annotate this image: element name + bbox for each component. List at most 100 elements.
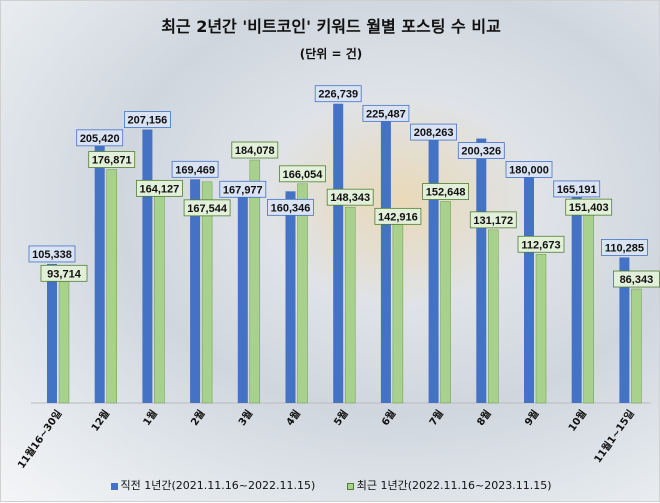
x-tick-label: 7월	[427, 408, 446, 428]
data-label: 152,648	[426, 187, 466, 199]
data-label: 112,673	[521, 239, 560, 251]
bar	[583, 202, 594, 404]
data-label-box	[40, 264, 88, 282]
bar	[142, 129, 153, 403]
x-tick-label: 11월1~15일	[591, 407, 637, 465]
data-label: 86,343	[620, 274, 654, 286]
data-label-box	[374, 207, 422, 225]
data-label-box	[565, 198, 613, 216]
data-label-box	[183, 199, 231, 217]
data-label: 176,871	[92, 155, 132, 167]
x-tick-label: 12월	[89, 408, 112, 434]
legend-swatch	[110, 482, 118, 490]
data-label-box	[219, 180, 267, 198]
bar	[333, 103, 344, 403]
data-label: 142,916	[378, 211, 418, 223]
bar	[392, 214, 404, 404]
x-tick-label: 6월	[379, 408, 398, 428]
data-label-box	[422, 183, 470, 200]
legend-item-prev: 직전 1년간(2021.11.16~2022.11.15)	[110, 479, 316, 492]
data-label: 148,343	[330, 192, 370, 204]
x-tick-label: 4월	[284, 408, 303, 428]
data-label-box	[613, 270, 660, 288]
data-label-box	[88, 151, 136, 168]
x-tick-label: 9월	[522, 408, 541, 428]
chart-title: 최근 2년간 '비트코인' 키워드 월별 포스팅 수 비교	[161, 17, 501, 36]
data-label: 166,054	[283, 169, 324, 181]
bar	[285, 191, 296, 403]
x-tick-label: 8월	[475, 408, 494, 428]
data-label: 200,326	[461, 146, 501, 158]
bar	[190, 179, 201, 403]
data-label: 205,420	[80, 133, 120, 145]
x-tick-label: 10월	[566, 408, 589, 434]
legend-label: 직전 1년간(2021.11.16~2022.11.15)	[120, 479, 316, 492]
data-label: 180,000	[509, 164, 549, 176]
data-label-box	[279, 165, 326, 183]
data-label-box	[314, 85, 362, 103]
data-label: 151,403	[569, 202, 609, 214]
x-tick-label: 11월16~30일	[15, 407, 65, 471]
data-label: 207,156	[128, 115, 168, 127]
data-label-box	[457, 142, 505, 159]
data-label: 93,714	[47, 268, 82, 280]
data-label-box	[553, 180, 601, 198]
bar	[524, 165, 534, 403]
data-label: 105,338	[32, 249, 72, 261]
legend-item-recent: 최근 1년간(2022.11.16~2023.11.15)	[346, 479, 552, 492]
x-tick-label: 2월	[188, 408, 207, 428]
data-label: 167,977	[223, 184, 263, 196]
legend: 직전 1년간(2021.11.16~2022.11.15) 최근 1년간(202…	[1, 477, 660, 493]
data-label: 164,127	[140, 183, 180, 195]
data-label: 165,191	[557, 184, 597, 196]
bar	[476, 138, 487, 403]
data-label: 110,285	[605, 242, 644, 254]
legend-label: 최근 1년간(2022.11.16~2023.11.15)	[356, 479, 552, 492]
bar	[428, 128, 439, 403]
x-tick-label: 3월	[236, 408, 255, 428]
data-label-box	[231, 141, 279, 159]
x-tick-label: 1월	[141, 408, 160, 428]
bar	[249, 159, 261, 404]
bar	[94, 131, 105, 404]
data-label: 208,263	[414, 127, 454, 139]
bar	[535, 254, 547, 404]
bar	[47, 263, 57, 403]
chart-subtitle: (단위 = 건)	[299, 47, 363, 61]
data-label: 184,078	[235, 145, 275, 157]
bar	[154, 186, 165, 404]
bar	[237, 181, 248, 403]
bar	[631, 288, 642, 404]
data-label-box	[135, 179, 183, 197]
data-label: 169,469	[175, 164, 215, 176]
bar	[440, 201, 451, 404]
data-label-box	[171, 160, 219, 178]
bar	[344, 206, 356, 404]
bar	[380, 105, 391, 403]
bar	[297, 183, 308, 404]
bar	[58, 279, 70, 404]
data-label-box	[410, 123, 458, 141]
legend-swatch	[346, 482, 354, 490]
bar	[619, 257, 630, 403]
bar	[571, 184, 582, 403]
data-label: 167,544	[187, 203, 228, 215]
bar	[106, 169, 117, 404]
data-label-box	[76, 129, 124, 147]
data-label-box	[124, 111, 171, 128]
data-label-box	[505, 160, 553, 178]
data-label-box	[362, 104, 410, 122]
data-label-box	[326, 188, 374, 206]
data-label: 131,172	[473, 215, 513, 227]
data-label: 226,739	[318, 89, 358, 101]
data-label: 225,487	[366, 108, 406, 120]
data-label-box	[28, 245, 76, 263]
x-tick-label: 5월	[332, 408, 351, 428]
data-label-box	[601, 239, 648, 256]
data-label-box	[517, 235, 565, 253]
data-label-box	[267, 198, 314, 216]
data-label: 160,346	[271, 202, 311, 214]
bar	[488, 229, 499, 404]
